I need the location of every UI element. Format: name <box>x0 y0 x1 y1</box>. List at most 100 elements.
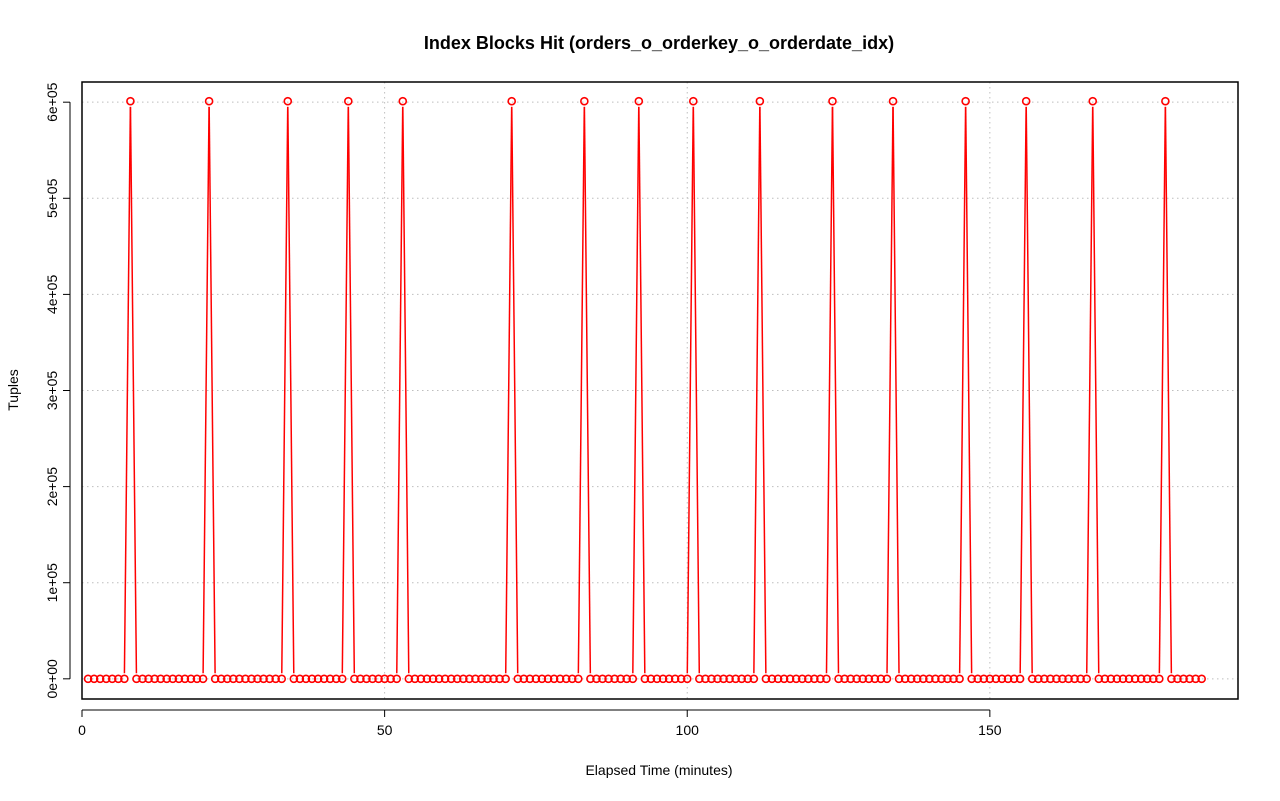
data-point <box>743 674 753 684</box>
data-point <box>973 674 983 684</box>
data-point <box>446 674 456 684</box>
data-point <box>229 674 238 684</box>
x-axis: 0 50 100 150 <box>78 709 1002 738</box>
data-point <box>277 674 287 684</box>
chart-title: Index Blocks Hit (orders_o_orderkey_o_or… <box>424 33 894 53</box>
data-point <box>1094 674 1104 684</box>
data-point <box>767 674 777 684</box>
data-point <box>991 674 1001 684</box>
data-point <box>101 674 111 684</box>
data-point <box>114 674 123 684</box>
data-point <box>519 674 529 684</box>
data-point <box>210 674 220 684</box>
data-point <box>531 674 541 684</box>
data-point <box>1052 674 1061 684</box>
data-point <box>132 674 141 684</box>
data-point-peak <box>688 96 698 106</box>
data-point <box>876 674 886 684</box>
data-point <box>906 674 916 684</box>
y-tick-label: 3e+05 <box>44 371 60 411</box>
data-point <box>561 674 571 684</box>
data-point <box>725 674 734 684</box>
data-point <box>925 674 934 684</box>
data-point <box>707 674 716 684</box>
data-point <box>640 674 650 684</box>
data-point <box>525 674 535 684</box>
data-point <box>912 674 922 684</box>
data-point <box>392 674 402 684</box>
data-point <box>356 674 365 684</box>
series-segment <box>1025 106 1033 674</box>
data-point <box>816 674 825 684</box>
data-point <box>610 674 619 684</box>
data-point <box>1197 674 1206 684</box>
data-point <box>458 674 468 684</box>
data-point <box>791 674 801 684</box>
series-segment <box>692 106 701 674</box>
series-segment <box>208 106 216 674</box>
data-point <box>404 674 414 684</box>
data-point <box>967 674 976 684</box>
series-segment <box>892 106 900 674</box>
data-point-peak <box>1021 96 1031 106</box>
series-segment <box>583 106 592 674</box>
data-point-peak <box>283 96 293 106</box>
data-point <box>949 674 958 684</box>
data-point <box>295 674 305 684</box>
data-point <box>471 674 480 684</box>
data-point <box>731 674 740 684</box>
series-segment <box>753 106 761 674</box>
series-segment <box>1158 106 1167 674</box>
y-tick-label: 4e+05 <box>44 275 60 315</box>
data-point <box>265 674 274 684</box>
data-point-peak <box>828 96 837 106</box>
data-point <box>483 674 492 684</box>
y-tick-label: 5e+05 <box>44 178 60 218</box>
data-point <box>1003 674 1013 684</box>
data-point <box>1009 674 1019 684</box>
data-point <box>955 674 964 684</box>
data-point <box>174 674 184 684</box>
data-point <box>894 674 904 684</box>
data-point <box>440 674 450 684</box>
data-point <box>1046 674 1055 684</box>
data-point <box>1167 674 1176 684</box>
series-segment <box>686 106 694 674</box>
data-point <box>537 674 547 684</box>
data-point <box>1179 674 1188 684</box>
data-point <box>307 674 317 684</box>
data-point <box>168 674 178 684</box>
data-point <box>1124 674 1134 684</box>
series-segment <box>577 106 586 674</box>
data-point <box>852 674 862 684</box>
data-point <box>337 674 347 684</box>
data-point <box>834 674 843 684</box>
data-point <box>1136 674 1146 684</box>
x-axis-title: Elapsed Time (minutes) <box>585 762 732 778</box>
series-segment <box>958 106 967 674</box>
data-point-peak <box>507 96 517 106</box>
series-segment <box>638 106 646 674</box>
y-tick-label: 6e+05 <box>44 82 60 122</box>
data-point <box>156 674 165 684</box>
data-point <box>180 674 190 684</box>
series-segment <box>511 106 519 674</box>
data-point <box>622 674 632 684</box>
data-point <box>737 674 747 684</box>
series-segment <box>341 106 349 674</box>
data-point <box>682 674 692 684</box>
data-point <box>803 674 813 684</box>
data-point <box>719 674 728 684</box>
data-point <box>1142 674 1152 684</box>
series-segment <box>759 106 767 674</box>
data-point <box>477 674 486 684</box>
data-point <box>1100 674 1110 684</box>
x-tick-label: 150 <box>978 722 1002 738</box>
data-point <box>555 674 565 684</box>
data-point <box>979 674 989 684</box>
series-segment <box>1164 106 1173 674</box>
y-tick-label: 2e+05 <box>44 467 60 507</box>
data-point <box>1148 674 1158 684</box>
series-segment <box>347 106 356 674</box>
data-point <box>259 674 268 684</box>
